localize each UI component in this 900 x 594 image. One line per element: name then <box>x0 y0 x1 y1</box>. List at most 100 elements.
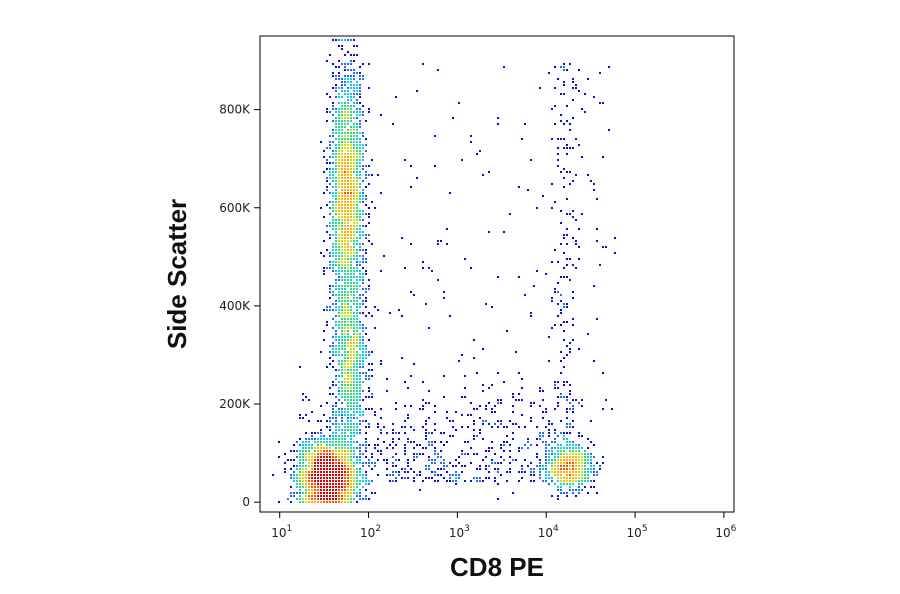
event-dot <box>323 480 325 482</box>
event-dot <box>305 441 307 443</box>
event-dot <box>539 405 541 407</box>
event-dot <box>359 390 361 392</box>
event-dot <box>356 84 358 86</box>
event-dot <box>344 381 346 383</box>
event-dot <box>338 180 340 182</box>
event-dot <box>353 210 355 212</box>
event-dot <box>356 237 358 239</box>
event-dot <box>350 456 352 458</box>
event-dot <box>341 219 343 221</box>
event-dot <box>317 462 319 464</box>
event-dot <box>338 495 340 497</box>
event-dot <box>353 450 355 452</box>
event-dot <box>347 192 349 194</box>
event-dot <box>593 285 595 287</box>
event-dot <box>596 492 598 494</box>
event-dot <box>569 465 571 467</box>
event-dot <box>578 435 580 437</box>
event-dot <box>371 492 373 494</box>
event-dot <box>323 474 325 476</box>
event-dot <box>557 465 559 467</box>
event-dot <box>362 465 364 467</box>
event-dot <box>335 39 337 41</box>
event-dot <box>353 156 355 158</box>
event-dot <box>377 438 379 440</box>
event-dot <box>326 120 328 122</box>
event-dot <box>347 357 349 359</box>
event-dot <box>329 420 331 422</box>
event-dot <box>344 429 346 431</box>
event-dot <box>359 327 361 329</box>
event-dot <box>578 459 580 461</box>
event-dot <box>482 390 484 392</box>
event-dot <box>551 465 553 467</box>
event-dot <box>356 282 358 284</box>
event-dot <box>350 216 352 218</box>
event-dot <box>365 261 367 263</box>
event-dot <box>341 474 343 476</box>
event-dot <box>557 138 559 140</box>
event-dot <box>317 456 319 458</box>
event-dot <box>299 471 301 473</box>
event-dot <box>470 462 472 464</box>
event-dot <box>485 420 487 422</box>
event-dot <box>344 357 346 359</box>
event-dot <box>557 486 559 488</box>
event-dot <box>575 243 577 245</box>
event-dot <box>317 498 319 500</box>
event-dot <box>572 297 574 299</box>
event-dot <box>392 447 394 449</box>
event-dot <box>341 486 343 488</box>
event-dot <box>329 471 331 473</box>
event-dot <box>368 87 370 89</box>
event-dot <box>353 150 355 152</box>
event-dot <box>491 384 493 386</box>
event-dot <box>350 264 352 266</box>
event-dot <box>560 324 562 326</box>
event-dot <box>359 393 361 395</box>
event-dot <box>353 135 355 137</box>
event-dot <box>365 438 367 440</box>
event-dot <box>332 477 334 479</box>
event-dot <box>344 396 346 398</box>
event-dot <box>311 483 313 485</box>
event-dot <box>323 495 325 497</box>
event-dot <box>335 330 337 332</box>
event-dot <box>341 459 343 461</box>
event-dot <box>521 399 523 401</box>
event-dot <box>359 489 361 491</box>
event-dot <box>467 426 469 428</box>
event-dot <box>278 501 280 503</box>
event-dot <box>563 168 565 170</box>
event-dot <box>338 255 340 257</box>
event-dot <box>527 438 529 440</box>
event-dot <box>359 147 361 149</box>
event-dot <box>356 396 358 398</box>
event-dot <box>332 366 334 368</box>
event-dot <box>350 390 352 392</box>
event-dot <box>338 351 340 353</box>
event-dot <box>323 216 325 218</box>
event-dot <box>383 255 385 257</box>
event-dot <box>578 492 580 494</box>
event-dot <box>356 72 358 74</box>
event-dot <box>350 492 352 494</box>
event-dot <box>428 267 430 269</box>
event-dot <box>341 336 343 338</box>
event-dot <box>347 201 349 203</box>
event-dot <box>302 474 304 476</box>
event-dot <box>560 294 562 296</box>
event-dot <box>335 180 337 182</box>
event-dot <box>320 495 322 497</box>
event-dot <box>482 348 484 350</box>
event-dot <box>365 198 367 200</box>
event-dot <box>566 459 568 461</box>
event-dot <box>572 477 574 479</box>
event-dot <box>554 291 556 293</box>
event-dot <box>386 432 388 434</box>
event-dot <box>563 438 565 440</box>
event-dot <box>350 489 352 491</box>
event-dot <box>338 399 340 401</box>
event-dot <box>578 465 580 467</box>
event-dot <box>347 225 349 227</box>
